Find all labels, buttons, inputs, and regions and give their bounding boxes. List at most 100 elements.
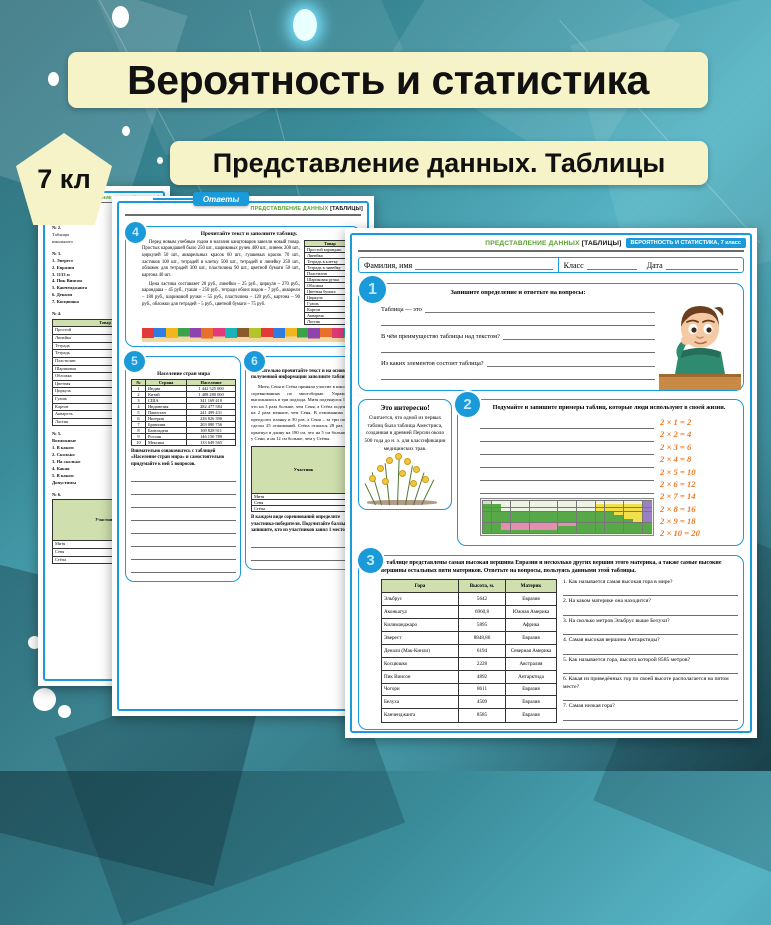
mountain-name: Денали (Мак-Кинли)	[381, 643, 459, 658]
table-row: Денали (Мак-Кинли) 6194 Северная Америка	[381, 643, 557, 658]
mountain-continent: Евразия	[505, 591, 557, 606]
task-6-footer: В каждом виде соревнований определите уч…	[251, 514, 350, 534]
answer-line: 1. В каком	[52, 445, 74, 451]
task-4-heading: Прочитайте текст и заполните таблицу.	[200, 230, 298, 237]
periodic-table-illustration	[480, 498, 654, 536]
multiplication-row: 2 × 8 = 16	[660, 503, 696, 514]
task-5-cell: 10	[131, 438, 146, 446]
task-6-answer-line[interactable]	[251, 552, 356, 562]
task-4: 4 Прочитайте текст и заполните таблицу. …	[123, 219, 361, 347]
answer-line: 5. Канченджанга	[52, 285, 88, 291]
mountain-name: Пик Винсон	[381, 669, 459, 684]
task-6: 6 Внимательно прочитайте текст и на осно…	[242, 348, 361, 582]
table-row: Пик Винсон 4892 Антарктида	[381, 669, 557, 684]
mountain-continent: Южная Америка	[505, 604, 557, 619]
student-id-field[interactable]: Фамилия, имя Класс Дата	[358, 257, 744, 273]
task-6-table-cell[interactable]: Стёпа	[251, 504, 356, 512]
task-3-number: 3	[356, 545, 385, 575]
task-1-question-3: Из каких элементов состоит таблица?	[381, 360, 484, 367]
task-2-answer-line[interactable]	[480, 433, 654, 443]
task-6-answer-line[interactable]	[251, 539, 356, 549]
colored-pencils-illustration	[142, 327, 356, 342]
mountain-height: 6194	[458, 643, 506, 658]
thinking-boy-illustration	[659, 306, 741, 390]
mountain-col-header: Высота, м.	[458, 578, 506, 593]
class-input[interactable]	[586, 260, 637, 270]
task-2-answer-line[interactable]	[480, 446, 654, 456]
task-2-answer-line[interactable]	[480, 485, 654, 495]
mountain-height: 2228	[458, 656, 506, 671]
name-label: Фамилия, имя	[364, 260, 413, 270]
task-3-question: 2. На каком материке она находится?	[563, 598, 651, 605]
task-5-answer-line[interactable]	[131, 564, 236, 573]
task-2-answer-line[interactable]	[480, 472, 654, 482]
mountain-height: 4892	[458, 669, 506, 684]
task-5-answer-line[interactable]	[131, 538, 236, 547]
task-5-answer-line[interactable]	[131, 525, 236, 534]
task-3-answer-line[interactable]	[563, 587, 738, 597]
worksheet-page-1[interactable]: ПРЕДСТАВЛЕНИЕ ДАННЫХ [ТАБЛИЦЫ] ВЕРОЯТНОС…	[345, 228, 757, 738]
task-3-question: 5. Как называется гора, высота которой 8…	[563, 656, 690, 663]
mountain-height: 6960,8	[458, 604, 506, 619]
task-5-answer-line[interactable]	[131, 473, 236, 482]
task-1-answer-1[interactable]	[424, 303, 655, 313]
multiplication-row: 2 × 3 = 6	[660, 441, 692, 452]
task-3-answer-line[interactable]	[563, 626, 738, 636]
task-2-answer-line[interactable]	[480, 420, 654, 430]
fun-fact-box: Это интересно! Считается, что одной из п…	[358, 399, 452, 511]
task-4-paragraph-2: Цена ластика составляет 20 руб., линейки…	[142, 281, 300, 307]
name-field[interactable]: Фамилия, имя	[359, 258, 558, 272]
task-3-question: 1. Как называется самая высокая гора в м…	[563, 578, 673, 585]
mountain-name: Эверест	[381, 630, 459, 645]
task-4-paragraph-1: Перед новым учебным годом в магазин канц…	[142, 239, 300, 278]
mountain-continent: Африка	[505, 617, 557, 632]
task-3-answer-line[interactable]	[563, 646, 738, 655]
page2-header: ПРЕДСТАВЛЕНИЕ ДАННЫХ [ТАБЛИЦЫ]	[119, 203, 367, 212]
worksheet-page-2[interactable]: ПРЕДСТАВЛЕНИЕ ДАННЫХ [ТАБЛИЦЫ] 4 Прочита…	[112, 196, 374, 716]
task-1: 1 Запишите определение и ответьте на воп…	[357, 274, 744, 391]
class-field[interactable]: Класс	[557, 258, 642, 272]
task-6-table[interactable]: Участник Митя Сеня Стёпа	[251, 445, 356, 512]
answer-line: Таблицы	[52, 232, 70, 238]
date-input[interactable]	[665, 260, 738, 270]
answer-block-label: № 3.	[52, 250, 62, 256]
subject-badge: ВЕРОЯТНОСТЬ И СТАТИСТИКА, 7 класс	[625, 238, 746, 248]
task-5-answer-line[interactable]	[131, 512, 236, 521]
task-2-answer-line[interactable]	[480, 459, 654, 469]
task-6-table-header: Участник	[251, 445, 356, 494]
mountain-height: 4509	[458, 695, 506, 710]
multiplication-row: 2 × 5 = 10	[660, 466, 696, 477]
bg-dot-glow	[293, 9, 317, 41]
task-3-answer-line[interactable]	[563, 665, 738, 675]
task-5-answer-line[interactable]	[131, 486, 236, 495]
task-3-mountains-table: Гора Высота, м. Материк Эльбрус 5642 Евраз…	[381, 578, 557, 723]
name-input[interactable]	[415, 260, 553, 270]
table-row: Килиманджаро 5895 Африка	[381, 617, 557, 632]
task-1-answer-line[interactable]	[381, 371, 655, 380]
bg-dot	[33, 688, 56, 711]
task-5-answer-line[interactable]	[131, 551, 236, 560]
answer-line: 5. В каком	[52, 472, 74, 478]
table-row: Чогори 8611 Евразия	[381, 682, 557, 697]
task-1-answer-2[interactable]	[502, 330, 655, 340]
table-row: Эверест 8848,86 Евразия	[381, 630, 557, 645]
answer-line: Допустимы	[52, 479, 76, 485]
date-label: Дата	[646, 260, 663, 270]
answer-block-label: № 6.	[52, 491, 62, 497]
task-3-answer-line[interactable]	[563, 692, 738, 702]
table-row: Эльбрус 5642 Евразия	[381, 591, 557, 606]
task-4-table[interactable]: Товар Простой карандаш Линейка Тетрадь в…	[304, 239, 356, 325]
task-1-answer-line[interactable]	[381, 317, 655, 326]
task-1-answer-3[interactable]	[486, 357, 655, 367]
task-4-number: 4	[123, 219, 148, 245]
mountain-height: 8585	[458, 708, 506, 723]
task-3-answer-line[interactable]	[563, 712, 738, 721]
mountain-continent: Евразия	[505, 695, 557, 710]
task-5-answer-line[interactable]	[131, 499, 236, 508]
bg-dot	[48, 72, 59, 86]
task-3-answer-line[interactable]	[563, 607, 738, 616]
task-1-answer-line[interactable]	[381, 344, 655, 353]
multiplication-row: 2 × 9 = 18	[660, 516, 696, 527]
task-1-heading: Запишите определение и ответьте на вопро…	[450, 289, 586, 296]
date-field[interactable]: Дата	[642, 258, 743, 272]
